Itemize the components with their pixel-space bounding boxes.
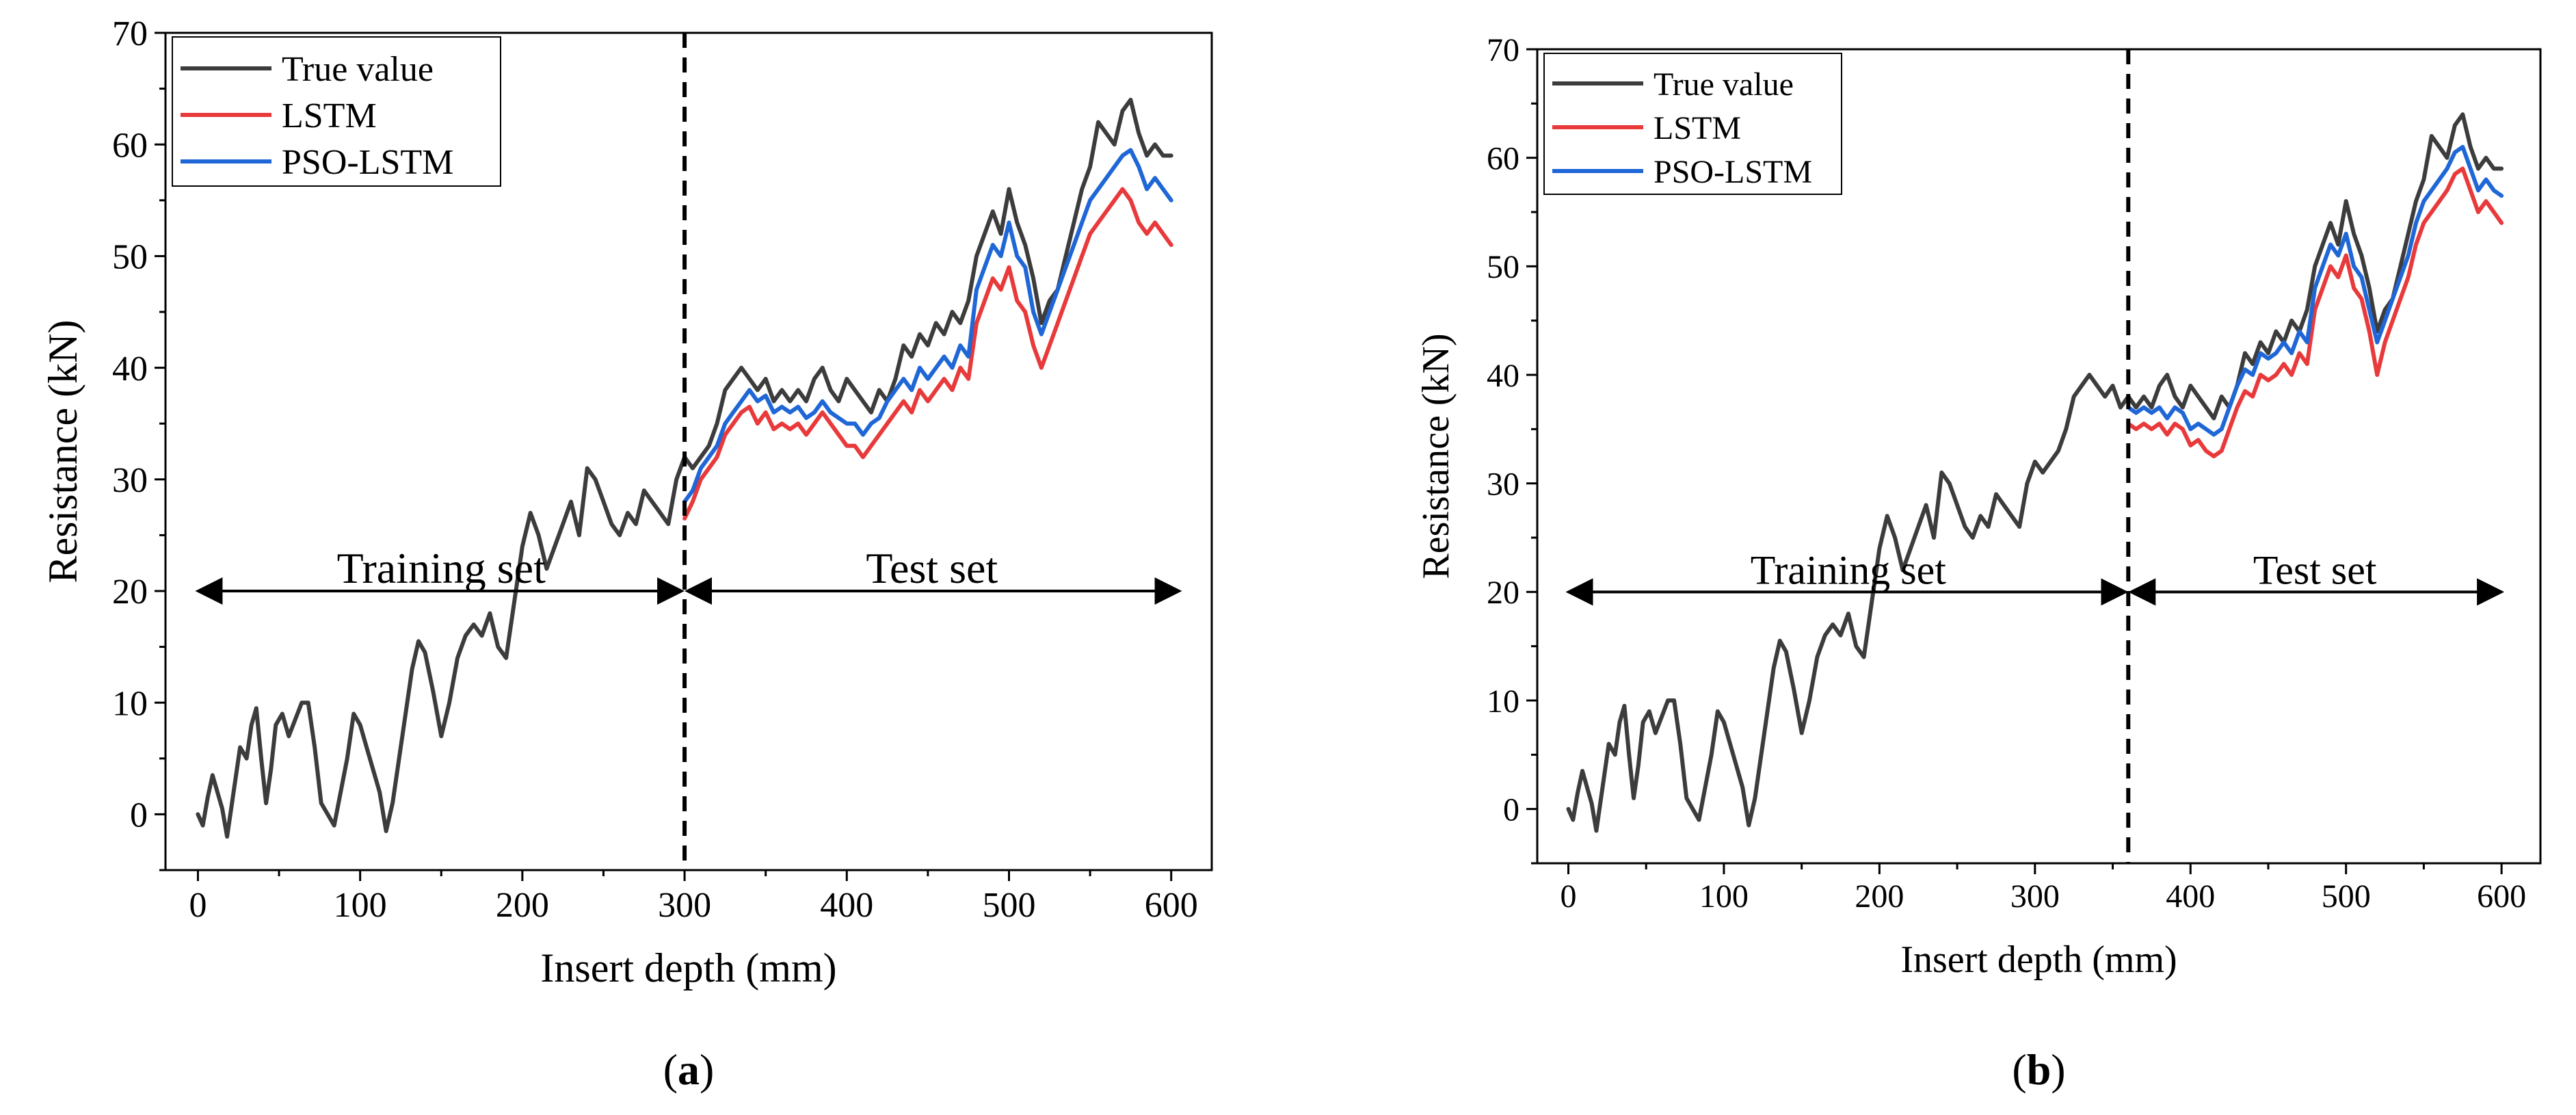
y-tick-label: 50 — [112, 238, 148, 277]
x-tick-label: 300 — [658, 886, 711, 925]
panel-label: (b) — [2012, 1045, 2065, 1094]
x-tick-label: 500 — [2322, 878, 2371, 915]
x-tick-label: 400 — [820, 886, 873, 925]
y-axis-label: Resistance (kN) — [40, 320, 85, 583]
x-axis-label: Insert depth (mm) — [1900, 939, 2177, 981]
panel-label-close: ) — [2051, 1045, 2065, 1094]
x-axis-label: Insert depth (mm) — [540, 945, 836, 991]
x-tick-label: 100 — [1699, 878, 1749, 915]
y-tick-label: 70 — [1487, 32, 1519, 68]
y-tick-label: 60 — [112, 126, 148, 165]
panel-label-letter: a — [678, 1045, 700, 1094]
legend-label: LSTM — [1654, 110, 1741, 146]
x-tick-label: 200 — [1855, 878, 1904, 915]
series-line-pso-lstm — [682, 148, 1173, 504]
x-tick-label: 600 — [2477, 878, 2526, 915]
chart-panel-a: 0 100 200 300 400 500 600 0 10 20 30 40 50 60 70 Insert… — [40, 14, 1213, 1094]
x-tick-label: 0 — [189, 886, 207, 925]
x-tick-label: 300 — [2010, 878, 2060, 915]
test-set-label: Test set — [2253, 547, 2377, 592]
y-tick-label: 60 — [1487, 140, 1519, 176]
y-tick-label: 10 — [112, 684, 148, 723]
y-tick-label: 40 — [112, 350, 148, 389]
training-set-label: Training set — [1751, 547, 1946, 592]
panel-label-letter: b — [2027, 1045, 2051, 1094]
y-tick-label: 70 — [112, 14, 148, 53]
chart-panel-b: 0 100 200 300 400 500 600 0 10 20 30 40 50 60 70 Insert… — [1415, 32, 2542, 1094]
series-line-lstm — [2126, 166, 2504, 458]
series-line-pso-lstm — [2126, 144, 2504, 437]
plot-frame — [164, 31, 1213, 871]
y-tick-label: 10 — [1487, 683, 1519, 720]
y-tick-label: 0 — [1503, 791, 1519, 828]
legend-label: LSTM — [282, 96, 377, 135]
legend-label: PSO-LSTM — [1654, 154, 1812, 190]
x-tick-label: 500 — [982, 886, 1035, 925]
panel-label-open: ( — [2012, 1045, 2026, 1094]
y-axis-label: Resistance (kN) — [1415, 333, 1457, 579]
x-tick-label: 200 — [496, 886, 549, 925]
panel-label: (a) — [663, 1045, 715, 1094]
test-set-label: Test set — [866, 544, 998, 592]
legend-label: PSO-LSTM — [282, 143, 453, 182]
x-tick-label: 0 — [1560, 878, 1576, 915]
legend-label: True value — [282, 50, 434, 89]
y-tick-label: 0 — [130, 796, 148, 835]
y-tick-label: 30 — [112, 461, 148, 500]
x-tick-label: 100 — [334, 886, 387, 925]
y-tick-label: 50 — [1487, 249, 1519, 285]
y-tick-label: 20 — [112, 573, 148, 612]
training-set-label: Training set — [337, 544, 546, 592]
x-tick-label: 600 — [1145, 886, 1198, 925]
y-tick-label: 20 — [1487, 575, 1519, 611]
x-tick-label: 400 — [2166, 878, 2215, 915]
panel-label-open: ( — [663, 1045, 678, 1094]
y-tick-label: 30 — [1487, 466, 1519, 502]
panel-label-close: ) — [700, 1045, 714, 1094]
y-tick-label: 40 — [1487, 358, 1519, 394]
series-line-true-value — [196, 97, 1173, 839]
series-line-lstm — [682, 187, 1173, 521]
series-line-true-value — [1566, 112, 2504, 833]
legend-label: True value — [1654, 66, 1794, 103]
plot-frame — [1536, 48, 2542, 865]
